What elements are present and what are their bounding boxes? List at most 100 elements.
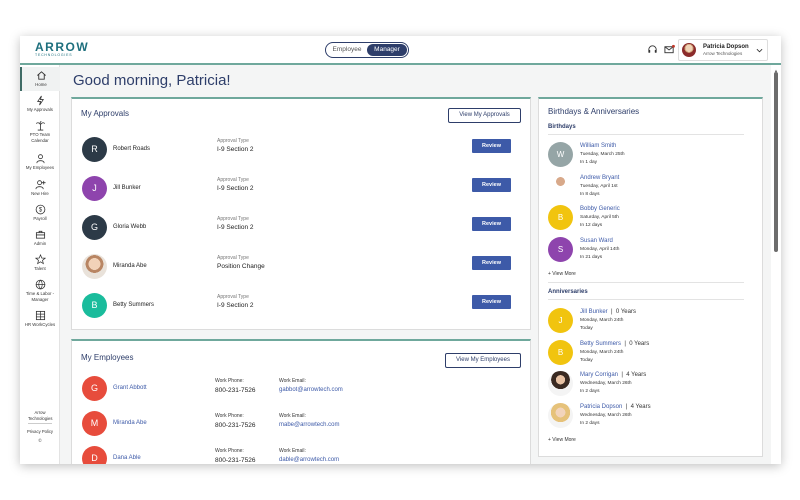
- employee-avatar: [82, 254, 107, 279]
- sidebar-item-my-employees[interactable]: My Employees: [20, 153, 60, 171]
- anniversary-person[interactable]: Betty Summers | 0 Years: [580, 341, 649, 347]
- person-avatar: J: [548, 308, 573, 333]
- employee-row: M Miranda Abe Work Phone: 800-231-7526 Work …: [72, 409, 530, 447]
- person-icon: [35, 154, 45, 164]
- work-phone-value: 800-231-7526: [215, 422, 256, 429]
- approval-type-label: Approval Type: [217, 255, 249, 261]
- anniversary-person-name[interactable]: Patricia Dopson: [580, 403, 623, 410]
- top-bar: ARROW TECHNOLOGIES Employee Manager Patr…: [20, 36, 781, 65]
- approval-type-label: Approval Type: [217, 216, 249, 222]
- work-phone-value: 800-231-7526: [215, 387, 256, 394]
- dollar-icon: $: [35, 204, 45, 215]
- work-email-link[interactable]: gabbot@arrowtech.com: [279, 387, 343, 393]
- birthdays-anniversaries-card: Birthdays & Anniversaries Birthdays W Wil…: [538, 97, 763, 457]
- birthdays-view-more[interactable]: + View More: [548, 271, 576, 277]
- sidebar-item-pto-calendar[interactable]: PTO Team Calendar: [20, 120, 60, 143]
- sidebar-item-admin[interactable]: Admin: [20, 229, 60, 247]
- mail-icon[interactable]: [664, 44, 675, 55]
- birthday-person-name[interactable]: Bobby Generic: [580, 206, 620, 212]
- review-button[interactable]: Review: [472, 256, 511, 270]
- anniversary-person-name[interactable]: Jill Bunker: [580, 309, 608, 315]
- briefcase-icon: [35, 230, 45, 239]
- person-avatar: [548, 371, 573, 396]
- review-button[interactable]: Review: [472, 295, 511, 309]
- birthday-countdown: In 12 days: [580, 223, 603, 228]
- employee-name-link[interactable]: Grant Abbott: [113, 385, 147, 391]
- person-avatar: B: [548, 205, 573, 230]
- work-phone-label: Work Phone:: [215, 378, 244, 384]
- birthday-item: S Susan Ward Monday, April 14th In 21 days: [548, 236, 748, 267]
- anniversary-person[interactable]: Mary Corrigan | 4 Years: [580, 372, 646, 378]
- toggle-manager[interactable]: Manager: [367, 44, 407, 56]
- approval-type-label: Approval Type: [217, 294, 249, 300]
- app-window: ARROW TECHNOLOGIES Employee Manager Patr…: [20, 36, 781, 464]
- toggle-employee[interactable]: Employee: [332, 46, 362, 53]
- person-avatar: [548, 402, 573, 428]
- approval-employee-name: Betty Summers: [113, 302, 155, 308]
- person-avatar: W: [548, 142, 573, 167]
- birthday-item: Andrew Bryant Tuesday, April 1st In 8 days: [548, 173, 748, 204]
- anniversaries-view-more[interactable]: + View More: [548, 437, 576, 443]
- anniversary-person[interactable]: Jill Bunker | 0 Years: [580, 309, 636, 315]
- sidebar-item-my-approvals[interactable]: My Approvals: [20, 95, 60, 113]
- main-content: Good morning, Patricia! My Approvals Vie…: [60, 65, 771, 464]
- employee-avatar: G: [82, 215, 107, 240]
- anniversary-person-name[interactable]: Betty Summers: [580, 340, 622, 347]
- scrollbar[interactable]: [774, 72, 778, 252]
- approval-row: R Robert Roads Approval Type I-9 Section 2 R…: [72, 132, 530, 170]
- employees-title: My Employees: [81, 353, 134, 362]
- birthday-countdown: In 1 day: [580, 160, 598, 165]
- birthday-person-name[interactable]: Susan Ward: [580, 237, 613, 244]
- approval-row: G Gloria Webb Approval Type I-9 Section 2 Re…: [72, 210, 530, 248]
- anniversary-separator: |: [622, 403, 631, 410]
- user-menu[interactable]: Patricia Dopson Arrow Technologies: [678, 39, 768, 61]
- employee-avatar: B: [82, 293, 107, 318]
- chevron-down-icon[interactable]: [756, 47, 763, 54]
- approval-row: B Betty Summers Approval Type I-9 Section 2…: [72, 288, 530, 326]
- employee-avatar: R: [82, 137, 107, 162]
- sidebar-item-talent[interactable]: Talent: [20, 254, 60, 272]
- sidebar-item-hr-workcycles[interactable]: HR WorkCycles: [20, 310, 60, 328]
- anniversary-item: Patricia Dopson | 4 Years Wednesday, Marc…: [548, 402, 748, 433]
- sidebar-item-payroll[interactable]: $ Payroll: [20, 204, 60, 222]
- approval-employee-name: Gloria Webb: [113, 224, 147, 230]
- work-email-label: Work Email:: [279, 413, 306, 419]
- anniversary-separator: |: [607, 309, 616, 315]
- anniversary-person[interactable]: Patricia Dopson | 4 Years: [580, 404, 651, 410]
- birthdays-heading: Birthdays: [548, 124, 576, 130]
- privacy-policy-link[interactable]: Privacy Policy: [26, 429, 54, 434]
- employees-card: My Employees View My Employees G Grant Ab…: [71, 339, 531, 464]
- anniversary-person-name[interactable]: Mary Corrigan: [580, 372, 619, 378]
- approval-type-value: I-9 Section 2: [217, 224, 254, 231]
- scroll-up-arrow[interactable]: ▲: [774, 68, 778, 73]
- work-email-link[interactable]: mabe@arrowtech.com: [279, 422, 340, 428]
- star-icon: [34, 254, 46, 265]
- anniversary-item: Mary Corrigan | 4 Years Wednesday, March …: [548, 371, 748, 401]
- birthday-item: B Bobby Generic Saturday, April 5th In 12 d…: [548, 205, 748, 235]
- globe-clock-icon: [35, 279, 45, 290]
- sidebar-item-home[interactable]: Home: [20, 67, 60, 91]
- work-email-link[interactable]: dable@arrowtech.com: [279, 457, 340, 463]
- birthday-person-name[interactable]: Andrew Bryant: [580, 174, 620, 181]
- employee-name-link[interactable]: Dana Able: [113, 455, 141, 461]
- employee-name-link[interactable]: Miranda Abe: [113, 420, 147, 426]
- table-icon: [35, 310, 45, 321]
- view-my-employees-button[interactable]: View My Employees: [445, 353, 521, 368]
- review-button[interactable]: Review: [472, 178, 511, 192]
- role-toggle[interactable]: Employee Manager: [325, 42, 409, 58]
- anniversary-years: 4 Years: [630, 403, 651, 410]
- anniversary-years: 0 Years: [615, 309, 636, 315]
- sidebar-item-time-labor[interactable]: Time & Labor - Manager: [20, 279, 60, 302]
- anniversary-item: J Jill Bunker | 0 Years Monday, March 24th…: [548, 308, 748, 338]
- anniversary-years: 0 Years: [629, 340, 650, 347]
- anniversary-date: Wednesday, March 26th: [580, 412, 632, 418]
- sidebar-item-new-hire[interactable]: New Hire: [20, 179, 60, 197]
- review-button[interactable]: Review: [472, 139, 511, 153]
- headset-icon[interactable]: [647, 44, 658, 55]
- work-phone-label: Work Phone:: [215, 448, 244, 454]
- review-button[interactable]: Review: [472, 217, 511, 231]
- birthday-person-name[interactable]: William Smith: [580, 143, 617, 149]
- company-logo[interactable]: ARROW TECHNOLOGIES: [35, 41, 89, 58]
- logo-subtext: TECHNOLOGIES: [35, 53, 73, 57]
- view-my-approvals-button[interactable]: View My Approvals: [448, 108, 521, 123]
